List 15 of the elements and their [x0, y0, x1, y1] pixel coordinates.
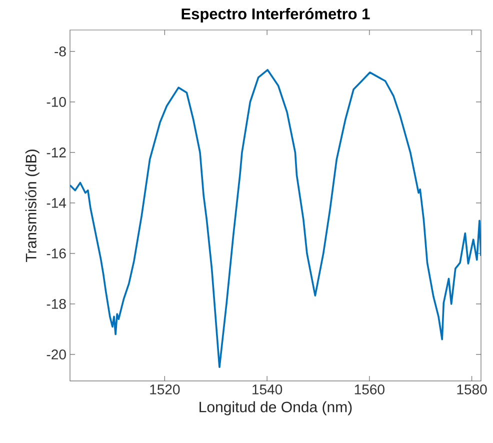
x-tick-label: 1520: [150, 384, 180, 394]
y-axis-title: Transmisión (dB): [25, 150, 40, 262]
y-tick-label: -12: [46, 148, 66, 158]
y-tick-label: -20: [46, 350, 66, 360]
y-tick-label: -14: [46, 198, 66, 208]
x-axis-title: Longitud de Onda (nm): [200, 401, 352, 416]
y-tick-label: -18: [46, 299, 66, 309]
line-series: [70, 68, 481, 368]
y-tick-label: -16: [46, 248, 66, 258]
y-tick-label: -10: [46, 96, 66, 107]
y-tick-label: -8: [54, 46, 66, 56]
x-tick-label: 1540: [252, 384, 282, 394]
x-tick-label: 1560: [354, 384, 384, 394]
x-tick-label: 1580: [457, 384, 487, 394]
chart-title: Espectro Interferómetro 1: [182, 8, 370, 22]
